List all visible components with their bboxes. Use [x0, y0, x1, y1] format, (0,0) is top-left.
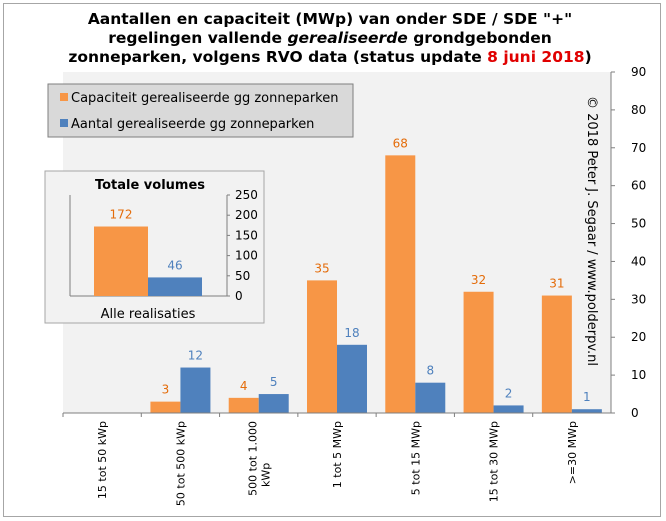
- data-label-aantal: 5: [270, 375, 278, 389]
- chart-title: Aantallen en capaciteit (MWp) van onder …: [0, 10, 660, 67]
- bar-aantal: [258, 394, 289, 413]
- bar-capaciteit: [463, 291, 494, 413]
- title-line-1: Aantallen en capaciteit (MWp) van onder …: [87, 10, 573, 28]
- title-line-3: zonneparken, volgens RVO data (status up…: [0, 48, 660, 67]
- inset-y-tick-label: 50: [235, 269, 250, 283]
- inset-y-tick-label: 200: [235, 208, 258, 222]
- inset-chart: Totale volumes 172 46 0 50 100 150 200 250 All…: [44, 170, 265, 324]
- y-tick-label: 40: [631, 254, 646, 268]
- bar-capaciteit: [307, 280, 337, 413]
- inset-y-tick-label: 250: [235, 188, 258, 202]
- data-label-aantal: 2: [505, 386, 513, 400]
- data-label-aantal: 8: [426, 364, 434, 378]
- bar-capaciteit: [150, 401, 181, 413]
- x-tick-label: 1 tot 5 MWp: [331, 421, 344, 488]
- title-line-2-post: grondgebonden: [407, 29, 552, 47]
- y-tick-label: 60: [631, 179, 646, 193]
- inset-data-label-capaciteit: 172: [110, 208, 133, 222]
- bar-aantal: [180, 367, 211, 413]
- y-tick-label: 90: [631, 65, 646, 79]
- data-label-capaciteit: 32: [471, 273, 486, 287]
- main-data-labels: 3 4 35 68 32 31 12 5 18 8 2 1: [162, 136, 591, 404]
- legend: Capaciteit gerealiseerde gg zonneparken …: [47, 83, 354, 138]
- inset-y-ticks: 0 50 100 150 200 250: [227, 188, 258, 303]
- inset-bars: [94, 226, 202, 296]
- x-tick-label-line: kWp: [260, 463, 273, 487]
- inset-y-tick-label: 0: [235, 289, 243, 303]
- x-tick-label: >=30 MWp: [566, 421, 579, 484]
- legend-box: [47, 83, 354, 138]
- bar-aantal: [415, 382, 446, 413]
- bar-capaciteit: [385, 155, 416, 413]
- title-line-3-post: ): [584, 48, 592, 66]
- inset-box: [44, 170, 265, 324]
- bar-aantal: [337, 344, 367, 413]
- title-line-2: regelingen vallende gerealiseerde grondg…: [0, 29, 660, 48]
- bar-aantal: [571, 409, 602, 413]
- x-tick-label: 5 tot 15 MWp: [409, 421, 422, 495]
- inset-data-labels: 172 46: [110, 208, 183, 273]
- inset-bar-aantal: [148, 277, 202, 296]
- inset-category-label: Alle realisaties: [101, 307, 196, 322]
- inset-title: Totale volumes: [95, 178, 205, 193]
- y-tick-label: 30: [631, 292, 646, 306]
- bar-capaciteit: [228, 397, 259, 413]
- inset-data-label-aantal: 46: [167, 258, 182, 272]
- data-label-aantal: 12: [188, 349, 203, 363]
- y-tick-label: 20: [631, 330, 646, 344]
- legend-swatch-capaciteit: [60, 93, 68, 101]
- title-line-2-em: gerealiseerde: [287, 29, 408, 47]
- title-date: 8 juni 2018: [487, 48, 585, 66]
- data-label-capaciteit: 35: [314, 261, 329, 275]
- legend-swatch-aantal: [60, 119, 68, 127]
- x-tick-label: 50 tot 500 kWp: [174, 421, 187, 506]
- x-tick-label-line: 500 tot 1.000: [247, 421, 260, 496]
- x-tick-label: 15 tot 30 MWp: [488, 421, 501, 502]
- data-label-capaciteit: 3: [162, 383, 170, 397]
- data-label-capaciteit: 4: [240, 379, 248, 393]
- data-label-aantal: 18: [344, 326, 359, 340]
- inset-y-tick-label: 150: [235, 228, 258, 242]
- x-axis-ticks: 15 tot 50 kWp 50 tot 500 kWp 500 tot 1.000…: [62, 413, 579, 506]
- title-line-3-pre: zonneparken, volgens RVO data (status up…: [68, 48, 488, 66]
- x-tick-label: 500 tot 1.000kWp: [247, 421, 273, 496]
- data-label-capaciteit: 68: [393, 136, 408, 150]
- y-tick-label: 80: [631, 103, 646, 117]
- bar-aantal: [493, 405, 524, 413]
- x-tick-label: 15 tot 50 kWp: [96, 421, 109, 499]
- main-bars: [150, 155, 602, 413]
- copyright-text: © 2018 Peter J. Segaar / www.polderpv.nl: [584, 96, 599, 366]
- data-label-capaciteit: 31: [549, 277, 564, 291]
- data-label-aantal: 1: [583, 390, 591, 404]
- inset-bar-capaciteit: [94, 226, 148, 296]
- inset-y-tick-label: 100: [235, 249, 258, 263]
- title-line-2-pre: regelingen vallende: [108, 29, 288, 47]
- y-tick-label: 10: [631, 368, 646, 382]
- bar-capaciteit: [541, 295, 572, 413]
- y-tick-label: 0: [631, 406, 639, 420]
- y-tick-label: 50: [631, 217, 646, 231]
- legend-label-aantal: Aantal gerealiseerde gg zonneparken: [71, 117, 314, 132]
- y-tick-label: 70: [631, 141, 646, 155]
- legend-label-capaciteit: Capaciteit gerealiseerde gg zonneparken: [71, 91, 338, 106]
